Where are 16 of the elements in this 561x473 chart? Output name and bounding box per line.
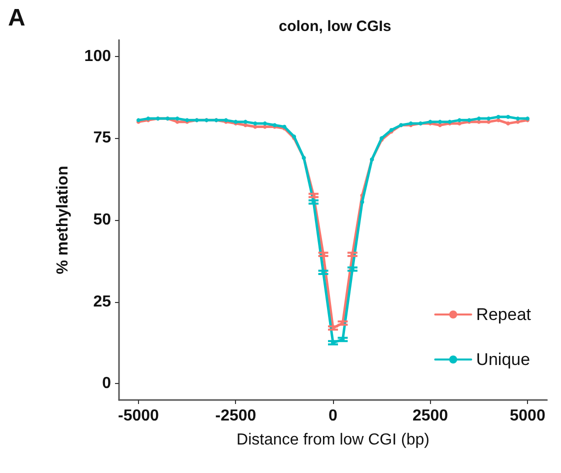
y-tick-label: 0 — [102, 375, 112, 392]
x-tick-label: -2500 — [215, 408, 256, 424]
x-tick-label: -5000 — [118, 408, 160, 424]
legend-label: Repeat — [476, 305, 532, 324]
y-tick-label: 100 — [84, 48, 112, 65]
y-tick-label: 75 — [93, 130, 112, 147]
x-tick-label: 2500 — [412, 408, 448, 424]
y-tick-label: 50 — [93, 212, 112, 228]
text: A — [8, 4, 26, 32]
y-axis-title: % methylation — [54, 166, 72, 274]
legend-label: Unique — [476, 350, 530, 369]
x-tick-label: 5000 — [510, 408, 546, 424]
y-tick-label: 25 — [93, 293, 112, 310]
chart-title: colon, low CGIs — [278, 18, 392, 35]
x-tick-label: 0 — [328, 408, 338, 424]
x-axis-title: Distance from low CGI (bp) — [236, 432, 430, 448]
